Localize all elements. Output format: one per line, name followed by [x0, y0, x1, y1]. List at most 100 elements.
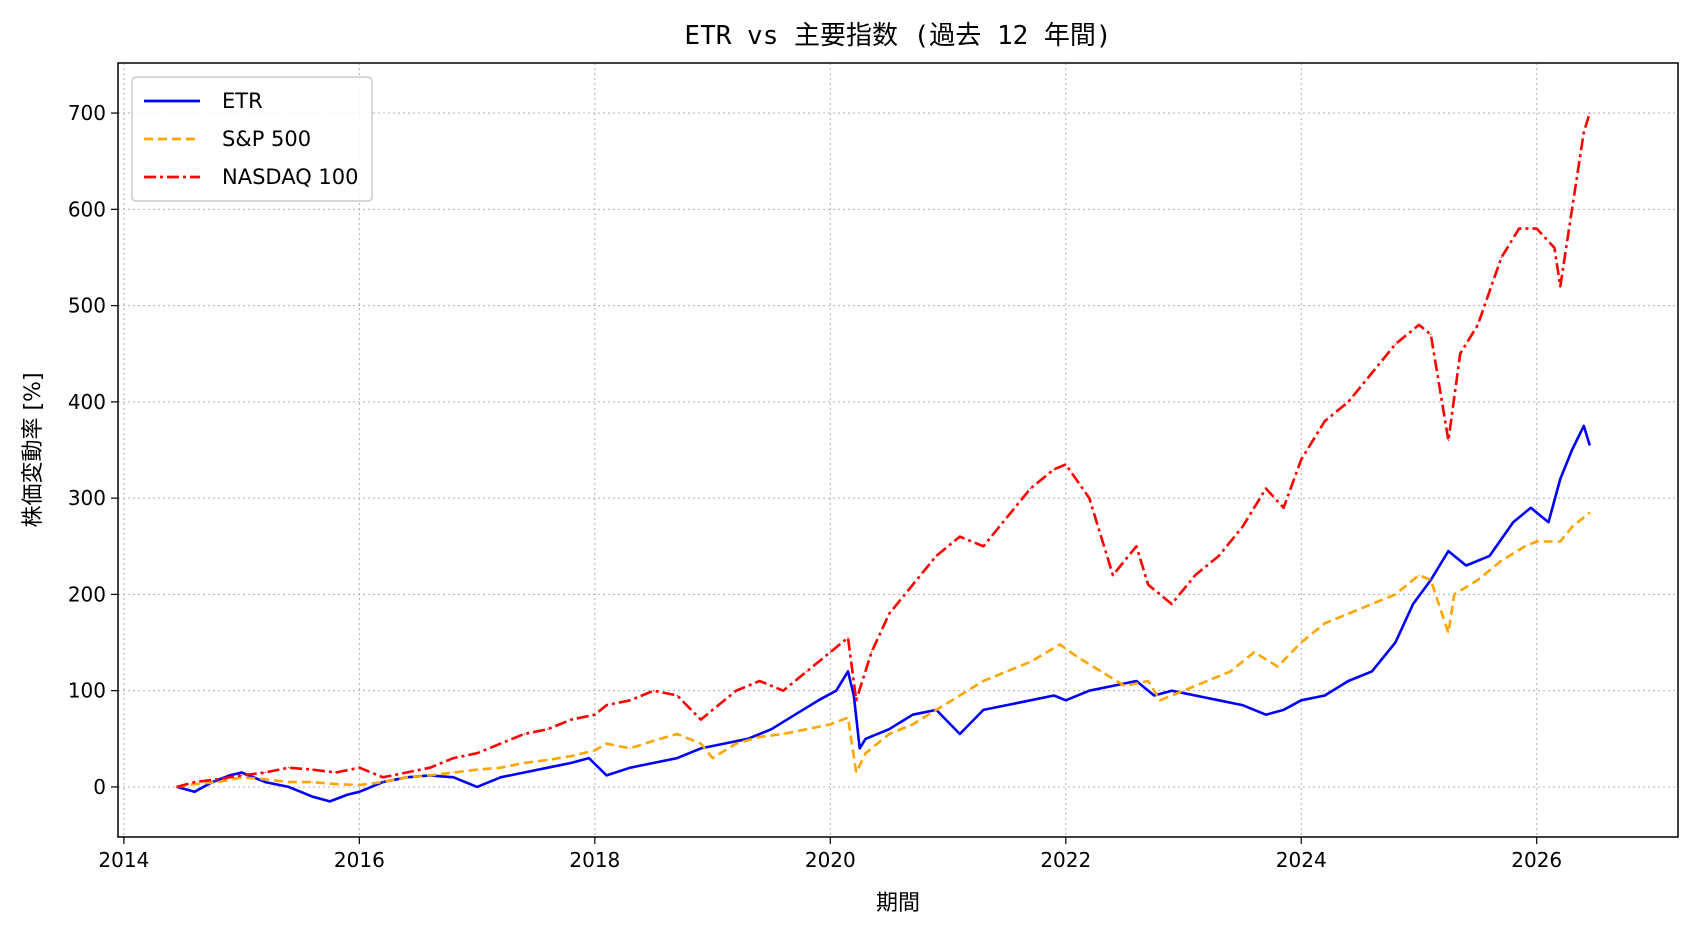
- data-point: [1553, 247, 1555, 249]
- data-point: [1059, 643, 1061, 646]
- data-point: [1076, 656, 1079, 658]
- data-point: [1571, 526, 1573, 528]
- data-point: [1371, 372, 1373, 374]
- data-point: [1159, 699, 1161, 701]
- data-point: [1241, 526, 1243, 528]
- data-point: [1100, 670, 1102, 673]
- data-point: [653, 690, 655, 692]
- data-point: [264, 771, 266, 774]
- data-point: [476, 752, 478, 754]
- data-point: [1347, 401, 1349, 403]
- data-point: [311, 796, 313, 798]
- data-point: [1324, 420, 1326, 422]
- data-point: [311, 769, 313, 771]
- data-point: [1053, 694, 1055, 697]
- data-point: [500, 776, 502, 778]
- data-point: [982, 680, 985, 682]
- data-point: [1006, 516, 1008, 519]
- data-point: [347, 794, 349, 796]
- data-point: [1124, 685, 1126, 687]
- data-point: [759, 736, 761, 738]
- data-point: [1571, 449, 1573, 451]
- data-point: [1171, 603, 1173, 605]
- data-point: [1182, 690, 1185, 692]
- data-point: [193, 781, 196, 783]
- data-point: [865, 752, 867, 754]
- y-tick-label: 700: [68, 101, 106, 125]
- series-line-0: [176, 424, 1591, 803]
- data-point: [806, 670, 808, 673]
- data-point: [1489, 555, 1491, 557]
- data-point: [594, 714, 596, 716]
- x-tick-label: 2014: [98, 848, 149, 872]
- data-point: [523, 733, 525, 735]
- data-point: [782, 733, 784, 735]
- data-point: [1418, 324, 1420, 326]
- data-point: [1394, 593, 1396, 596]
- data-point: [241, 771, 243, 774]
- data-point: [382, 781, 384, 783]
- data-point: [1006, 670, 1008, 673]
- data-point: [1447, 550, 1449, 552]
- plot-area-frame: [117, 62, 1679, 838]
- data-point: [594, 749, 596, 752]
- data-point: [888, 728, 890, 730]
- data-point: [1135, 680, 1137, 682]
- data-point: [1518, 228, 1520, 230]
- data-point: [888, 613, 890, 615]
- y-tick-label: 200: [68, 582, 106, 606]
- x-tick-label: 2026: [1511, 848, 1562, 872]
- data-point: [1465, 564, 1467, 567]
- data-point: [1589, 511, 1591, 514]
- data-point: [500, 743, 502, 745]
- data-point: [193, 783, 196, 785]
- data-point: [835, 690, 837, 692]
- chart-title: ETR vs 主要指数 (過去 12 年間): [684, 21, 1111, 51]
- data-point: [1394, 343, 1396, 345]
- data-point: [606, 743, 608, 745]
- x-tick-label: 2020: [805, 848, 856, 872]
- series-layer: [176, 112, 1591, 803]
- data-point: [629, 747, 631, 750]
- data-point: [653, 740, 655, 742]
- data-point: [1065, 699, 1067, 701]
- data-point: [806, 728, 808, 730]
- data-point: [288, 781, 290, 783]
- legend: ETR S&P 500 NASDAQ 100: [131, 76, 373, 202]
- data-point: [959, 733, 961, 735]
- data-point: [1112, 685, 1114, 687]
- data-point: [476, 786, 478, 788]
- data-point: [570, 762, 572, 764]
- data-point: [1559, 478, 1561, 480]
- data-point: [935, 555, 937, 557]
- data-point: [382, 776, 384, 778]
- data-point: [847, 717, 849, 719]
- data-point: [1447, 632, 1449, 634]
- data-point: [217, 781, 219, 783]
- data-point: [855, 699, 857, 701]
- data-point: [523, 771, 525, 774]
- legend-label: S&P 500: [222, 127, 311, 151]
- data-point: [1283, 709, 1285, 711]
- data-point: [1500, 256, 1502, 259]
- data-point: [1571, 208, 1573, 210]
- data-point: [452, 776, 455, 778]
- data-point: [217, 778, 219, 780]
- data-point: [606, 704, 608, 706]
- data-point: [1430, 333, 1432, 336]
- data-point: [1324, 694, 1326, 697]
- x-tick-label: 2018: [569, 848, 620, 872]
- data-point: [735, 690, 737, 692]
- data-point: [329, 800, 331, 803]
- data-point: [429, 767, 431, 769]
- y-axis-label: 株価変動率 [%]: [21, 372, 46, 527]
- data-point: [1500, 560, 1502, 562]
- x-tick-label: 2024: [1276, 848, 1327, 872]
- data-point: [1194, 694, 1196, 697]
- data-point: [676, 694, 678, 697]
- y-tick-label: 0: [93, 775, 106, 799]
- data-point: [829, 723, 831, 726]
- data-point: [1241, 704, 1243, 706]
- data-point: [1324, 622, 1326, 624]
- data-point: [241, 776, 243, 778]
